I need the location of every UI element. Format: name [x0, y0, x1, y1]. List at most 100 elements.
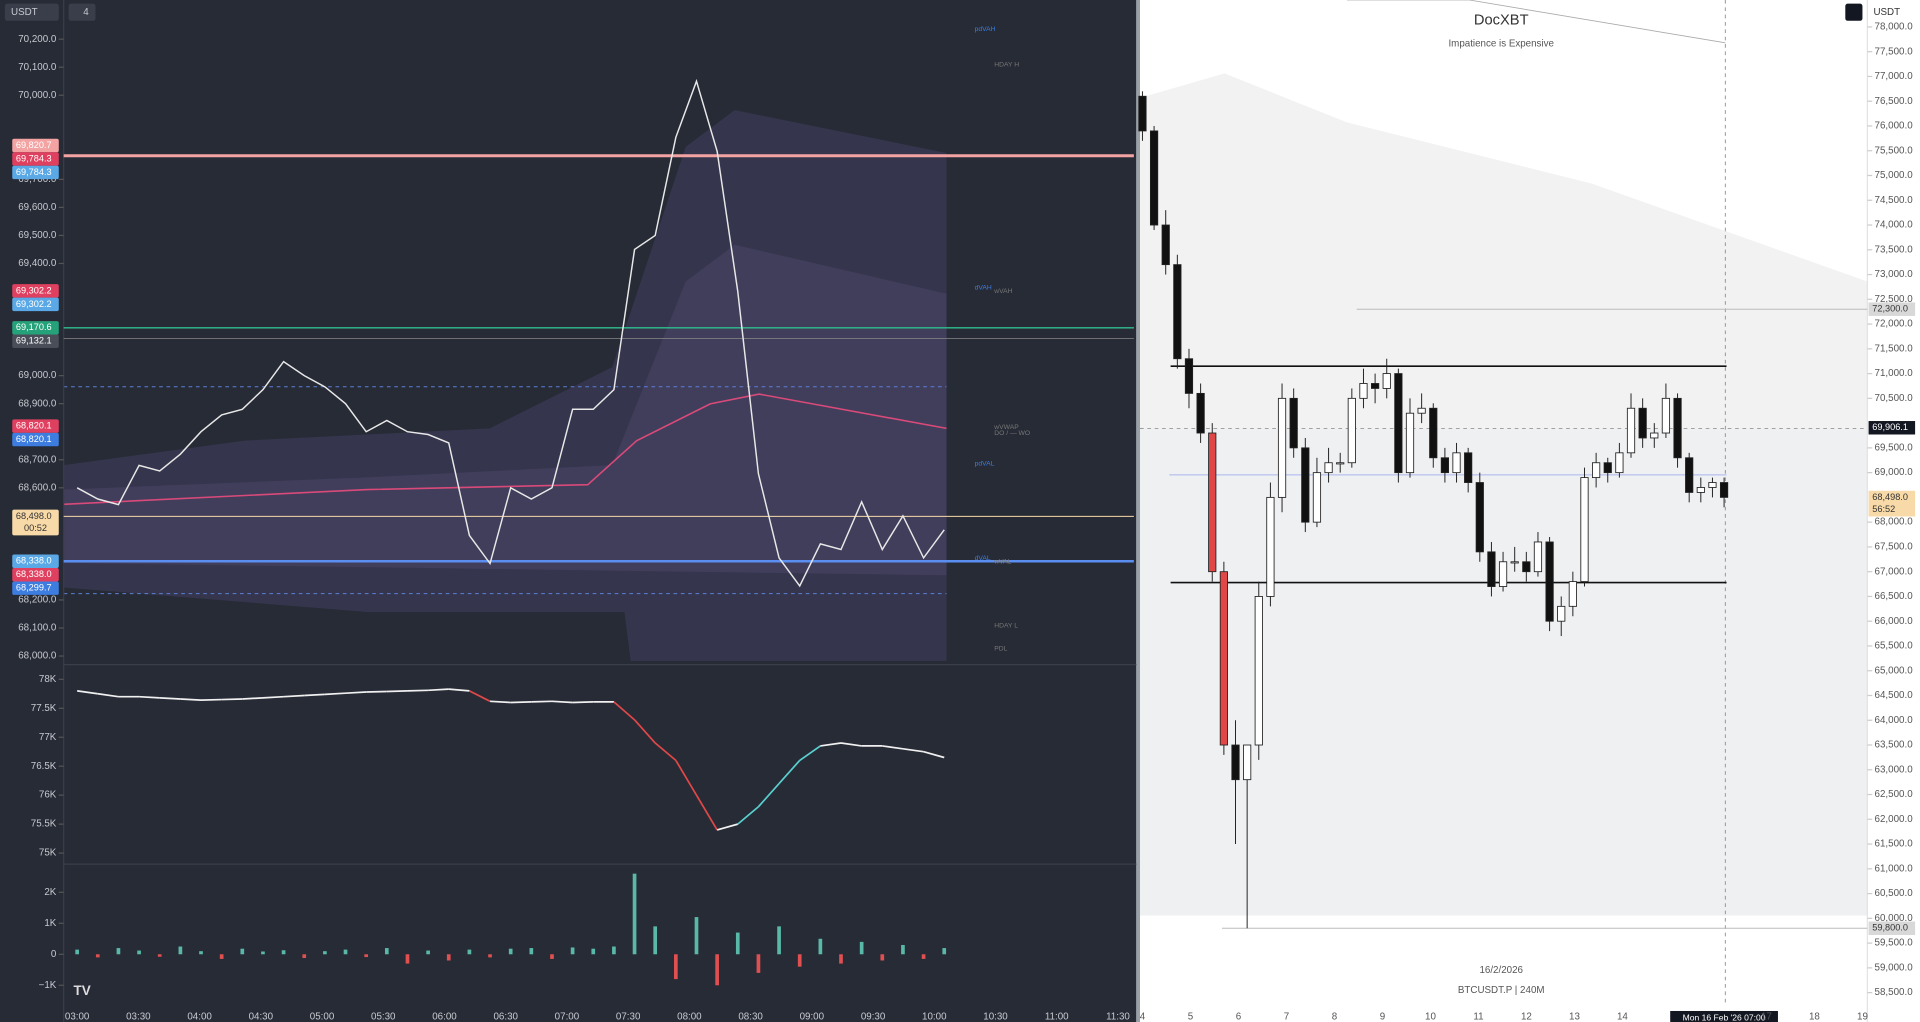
candle-body — [1254, 596, 1263, 746]
x-tick-label: 09:00 — [800, 1012, 825, 1022]
x-tick-label: 5 — [1188, 1012, 1194, 1022]
y-tick-label: 65,500.0 — [1875, 641, 1914, 652]
price-tag-label: 72,300.0 — [1872, 304, 1908, 314]
x-tick-label: 06:30 — [493, 1012, 518, 1022]
candle-body — [1289, 397, 1298, 449]
cvd-segment — [716, 823, 739, 831]
price-tag — [12, 567, 59, 582]
price-tag — [12, 509, 59, 536]
price-tag — [12, 334, 59, 349]
cvd-segment — [531, 700, 552, 703]
candle-body — [1661, 397, 1671, 434]
x-tick-label: 04:00 — [187, 1012, 212, 1022]
delta-bar — [384, 948, 389, 955]
cvd-segment — [923, 750, 945, 759]
cvd-segment — [200, 698, 222, 702]
price-tag — [1868, 421, 1916, 435]
candle-body — [1592, 462, 1601, 479]
x-tick-label: 09:30 — [861, 1012, 886, 1022]
cvd-segment — [242, 696, 263, 700]
y-tick-label: 66,000.0 — [1875, 616, 1914, 627]
y-tick-label: 77,500.0 — [1875, 46, 1914, 57]
layout-select[interactable] — [68, 3, 96, 21]
sync-button[interactable] — [1845, 3, 1863, 21]
layout-count: 4 — [83, 7, 89, 18]
price-tag — [12, 284, 59, 298]
candle-body — [1382, 373, 1391, 389]
candle-body — [1475, 482, 1484, 553]
cvd-segment — [386, 690, 408, 693]
candle-body — [1359, 383, 1368, 399]
delta-bar — [302, 954, 307, 958]
price-tag-label: 69,170.6 — [16, 322, 52, 332]
price-tag — [12, 165, 59, 180]
y-tick-label: 76,500.0 — [1875, 96, 1914, 107]
y-tick-label: 75,000.0 — [1875, 170, 1914, 181]
delta-bar — [880, 954, 885, 961]
y-tick-label: 68,600.0 — [18, 482, 57, 493]
band-shade — [1140, 73, 1868, 429]
subtitle: Impatience is Expensive — [1448, 39, 1554, 50]
candle-body — [1452, 452, 1461, 474]
candle-body — [1208, 432, 1217, 573]
candle-body — [1347, 397, 1356, 464]
level-label: pdVAL — [975, 461, 995, 468]
y-tick-label: 69,500.0 — [1875, 442, 1914, 453]
delta-bar — [488, 954, 492, 958]
level-label: HDAY L — [994, 622, 1018, 629]
candle-body — [1685, 457, 1694, 493]
price-tag-label: 69,302.2 — [16, 299, 52, 309]
candle-body — [1405, 412, 1415, 474]
cvd-segment — [778, 759, 801, 785]
y-tick-label: 59,000.0 — [1875, 962, 1914, 973]
currency-select[interactable] — [4, 3, 59, 21]
candle-body — [1184, 358, 1194, 394]
x-tick-label: 12 — [1521, 1012, 1532, 1022]
cvd-segment — [882, 745, 904, 750]
x-tick-label: 05:30 — [371, 1012, 396, 1022]
x-tick-label: 17 — [1761, 1012, 1772, 1022]
y-tick-label: 1K — [44, 918, 56, 929]
y-tick-label: 75,500.0 — [1875, 145, 1914, 156]
x-tick-label: 07:00 — [555, 1012, 580, 1022]
delta-bar — [95, 954, 100, 958]
x-tick-label: 9 — [1380, 1012, 1385, 1022]
candle-body — [1522, 561, 1531, 573]
delta-bar — [261, 951, 265, 955]
cvd-segment — [97, 692, 119, 698]
cvd-segment — [407, 689, 429, 692]
delta-bar — [715, 954, 719, 986]
y-tick-label: 69,700.0 — [18, 174, 57, 185]
delta-bar — [426, 950, 430, 955]
delta-bar — [178, 946, 183, 955]
candle-body — [1394, 373, 1403, 474]
delta-bar — [281, 950, 286, 955]
y-tick-label: 72,500.0 — [1875, 294, 1914, 305]
y-tick-label: 74,000.0 — [1875, 220, 1914, 231]
y-tick-label: 63,500.0 — [1875, 740, 1914, 751]
cvd-segment — [902, 747, 924, 753]
x-tick-label: 08:00 — [677, 1012, 702, 1022]
level-label: wVAH — [993, 288, 1012, 295]
logo: TV — [73, 983, 90, 998]
candle-body — [1219, 571, 1228, 746]
delta-bar — [839, 954, 843, 964]
y-tick-label: 59,500.0 — [1875, 938, 1914, 949]
delta-bar — [467, 949, 472, 955]
delta-bar — [859, 941, 864, 955]
delta-bar — [921, 954, 926, 959]
divider — [1136, 0, 1140, 1022]
candle-body — [1673, 397, 1682, 459]
cvd-segment — [448, 688, 470, 692]
candle-body — [1336, 462, 1345, 465]
price-tag-label: 69,302.2 — [16, 285, 52, 295]
y-tick-label: 0 — [51, 949, 57, 960]
candle-body — [1719, 482, 1729, 498]
price-tag-label: 69,784.3 — [16, 153, 52, 163]
y-tick-label: 67,000.0 — [1875, 566, 1914, 577]
price-tag-label: 68,338.0 — [16, 569, 52, 579]
y-tick-label: 66,500.0 — [1875, 591, 1914, 602]
candle-body — [1301, 447, 1310, 523]
candle-body — [1708, 482, 1717, 488]
